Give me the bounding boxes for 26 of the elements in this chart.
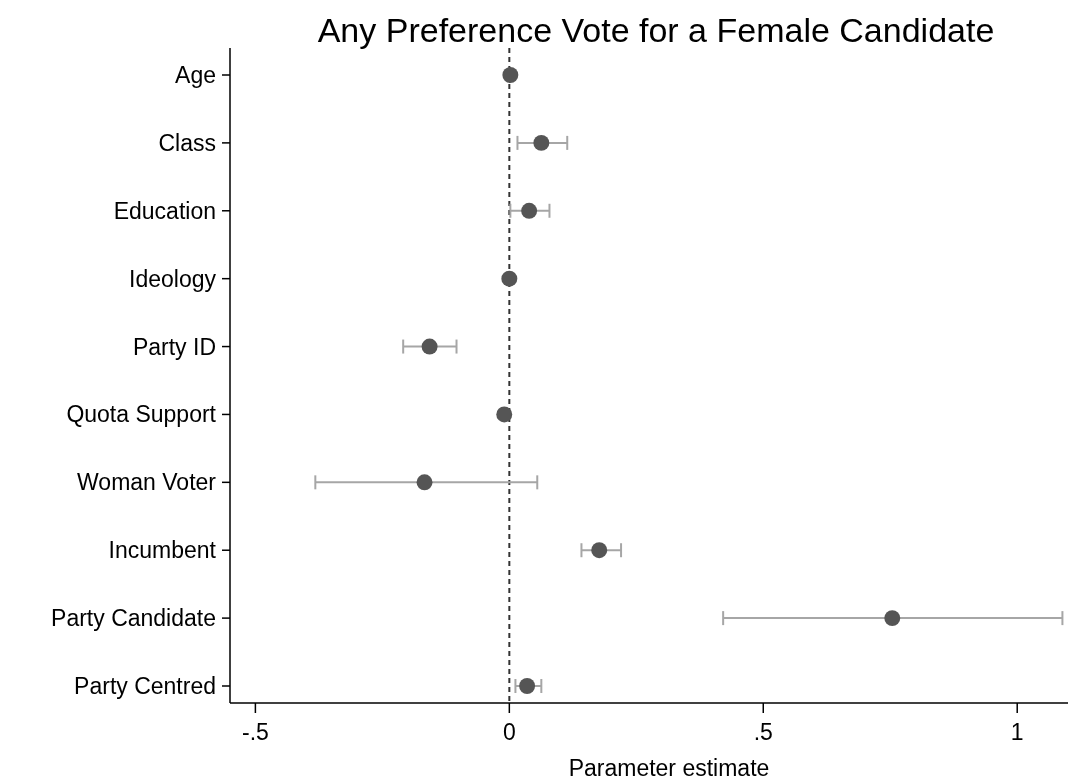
point bbox=[416, 474, 433, 491]
point bbox=[884, 610, 901, 627]
y-tick-label: Class bbox=[158, 129, 216, 156]
y-tick-label: Ideology bbox=[129, 265, 217, 292]
y-tick-label: Quota Support bbox=[66, 401, 217, 428]
y-tick-label: Party Centred bbox=[74, 673, 216, 699]
point bbox=[501, 270, 518, 287]
y-tick-label: Party ID bbox=[132, 333, 216, 360]
x-tick-label: .5 bbox=[753, 719, 773, 745]
x-tick-label: 0 bbox=[502, 719, 516, 745]
x-tick-label: 1 bbox=[1010, 719, 1024, 745]
y-tick-label: Age bbox=[175, 62, 216, 88]
chart-title: Any Preference Vote for a Female Candidate bbox=[317, 11, 995, 49]
x-axis-title: Parameter estimate bbox=[568, 755, 770, 781]
point bbox=[591, 542, 608, 559]
point bbox=[519, 678, 536, 694]
y-tick-label: Incumbent bbox=[108, 537, 217, 564]
point bbox=[421, 338, 438, 355]
point bbox=[502, 67, 519, 83]
y-tick-label: Woman Voter bbox=[77, 469, 217, 496]
point bbox=[496, 406, 513, 423]
point bbox=[521, 202, 538, 219]
x-tick-label: -.5 bbox=[241, 719, 269, 745]
point bbox=[533, 134, 550, 151]
y-tick-label: Education bbox=[113, 197, 216, 224]
y-tick-label: Party Candidate bbox=[51, 605, 216, 632]
